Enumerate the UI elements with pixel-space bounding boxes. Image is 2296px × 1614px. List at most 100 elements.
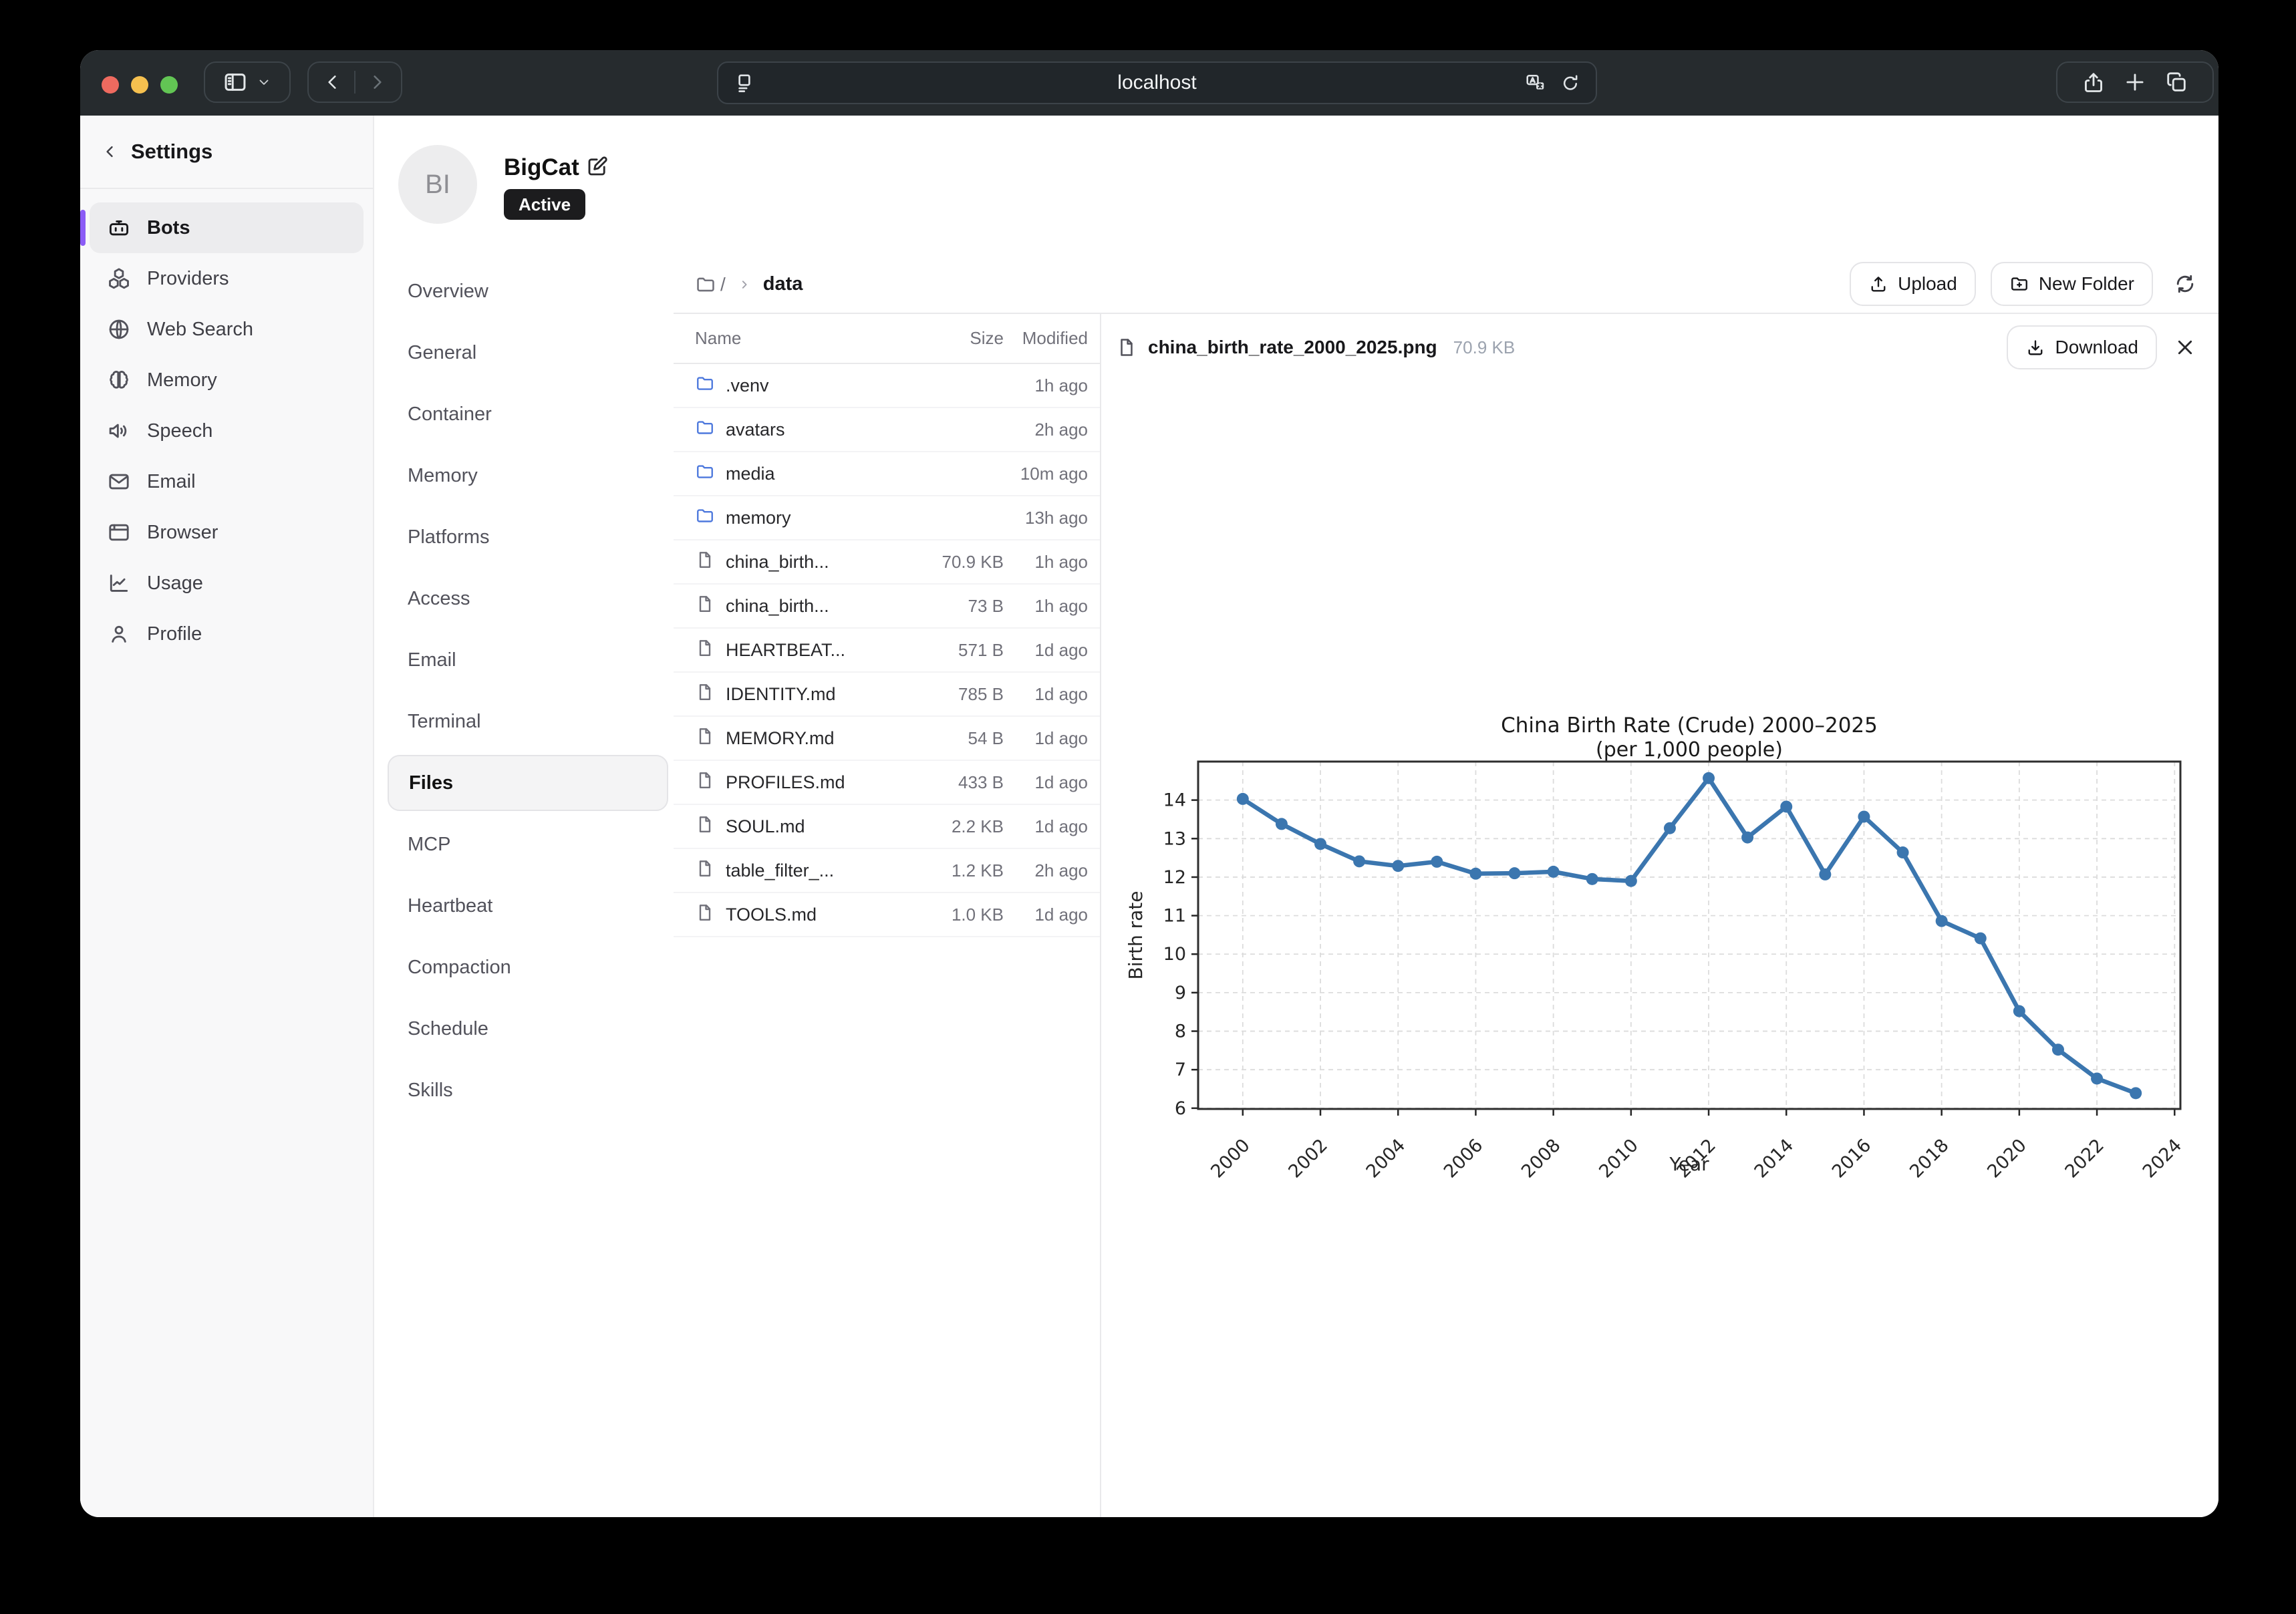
x-tick-label: 2020 (1983, 1135, 2031, 1182)
data-point (1431, 855, 1443, 868)
nav-item-files[interactable]: Files (388, 755, 668, 811)
sidebar-toggle-icon[interactable] (223, 69, 248, 95)
minimize-window-button[interactable] (131, 76, 148, 94)
sidebar-item-label: Bots (147, 216, 190, 238)
sidebar-item-memory[interactable]: Memory (90, 355, 364, 406)
sidebar-item-speech[interactable]: Speech (90, 406, 364, 456)
sidebar-item-list: Bots Providers Web Search Memory Speech Email… (80, 189, 373, 659)
file-name: HEARTBEAT... (726, 639, 846, 660)
sidebar-item-bots[interactable]: Bots (80, 202, 364, 253)
active-accent-bar (80, 210, 86, 246)
share-icon[interactable] (2082, 70, 2106, 94)
table-row[interactable]: memory 13h ago (674, 496, 1100, 540)
address-bar[interactable]: localhost (717, 61, 1597, 104)
refresh-icon[interactable] (2173, 272, 2197, 296)
new-folder-button[interactable]: New Folder (1990, 262, 2153, 306)
sidebar-item-label: Memory (147, 369, 217, 391)
file-name: MEMORY.md (726, 728, 835, 748)
nav-item-mcp[interactable]: MCP (388, 814, 668, 875)
speaker-icon (107, 419, 131, 443)
column-name[interactable]: Name (695, 328, 742, 348)
column-size[interactable]: Size (970, 328, 1004, 348)
table-row[interactable]: MEMORY.md 54 B 1d ago (674, 717, 1100, 761)
sidebar-item-providers[interactable]: Providers (90, 253, 364, 304)
sidebar-item-usage[interactable]: Usage (90, 558, 364, 609)
breadcrumb-current[interactable]: data (762, 273, 803, 295)
sidebar-item-profile[interactable]: Profile (90, 609, 364, 659)
upload-button-label: Upload (1898, 273, 1957, 294)
back-icon[interactable] (322, 71, 343, 93)
data-point (1780, 800, 1793, 813)
person-icon (107, 622, 131, 646)
folder-plus-icon (2009, 274, 2029, 294)
sidebar-item-web-search[interactable]: Web Search (90, 304, 364, 355)
table-row[interactable]: TOOLS.md 1.0 KB 1d ago (674, 893, 1100, 937)
zoom-window-button[interactable] (160, 76, 178, 94)
sidebar-item-browser[interactable]: Browser (90, 507, 364, 558)
document-icon (695, 682, 715, 707)
reader-icon[interactable] (733, 72, 756, 95)
browser-titlebar: localhost (80, 50, 2218, 116)
upload-icon (1868, 274, 1888, 294)
forward-icon[interactable] (366, 71, 388, 93)
nav-item-label: MCP (408, 833, 451, 855)
table-row[interactable]: media 10m ago (674, 452, 1100, 496)
folder-icon (695, 462, 715, 486)
x-tick-label: 2004 (1362, 1135, 1410, 1182)
table-row[interactable]: PROFILES.md 433 B 1d ago (674, 761, 1100, 805)
sidebar-item-email[interactable]: Email (90, 456, 364, 507)
breadcrumb: / data (695, 256, 803, 313)
sidebar-item-label: Providers (147, 267, 229, 289)
table-row[interactable]: HEARTBEAT... 571 B 1d ago (674, 629, 1100, 673)
close-icon[interactable] (2173, 335, 2197, 359)
nav-item-overview[interactable]: Overview (388, 261, 668, 322)
breadcrumb-root[interactable]: / (695, 274, 726, 295)
file-size: 785 B (958, 683, 1004, 704)
nav-item-general[interactable]: General (388, 322, 668, 383)
chevron-down-icon[interactable] (256, 74, 272, 90)
translate-icon[interactable] (1525, 73, 1546, 94)
file-modified: 1d ago (1034, 772, 1088, 792)
table-row[interactable]: SOUL.md 2.2 KB 1d ago (674, 805, 1100, 849)
download-button[interactable]: Download (2007, 325, 2157, 369)
tabs-overview-icon[interactable] (2164, 70, 2188, 94)
y-tick-label: 6 (1175, 1098, 1186, 1119)
avatar: BI (398, 145, 477, 224)
plot-frame (1197, 760, 2182, 1110)
file-modified: 1d ago (1034, 816, 1088, 836)
nav-item-terminal[interactable]: Terminal (388, 691, 668, 752)
nav-item-skills[interactable]: Skills (388, 1060, 668, 1121)
folder-icon (695, 373, 715, 398)
download-icon (2025, 337, 2045, 357)
table-row[interactable]: IDENTITY.md 785 B 1d ago (674, 673, 1100, 717)
nav-item-access[interactable]: Access (388, 568, 668, 629)
nav-item-heartbeat[interactable]: Heartbeat (388, 875, 668, 937)
nav-item-label: Memory (408, 464, 478, 486)
blocks-icon (107, 267, 131, 291)
nav-item-container[interactable]: Container (388, 383, 668, 445)
table-row[interactable]: avatars 2h ago (674, 408, 1100, 452)
status-badge: Active (504, 189, 586, 220)
new-tab-icon[interactable] (2123, 70, 2147, 94)
table-row[interactable]: china_birth... 73 B 1h ago (674, 585, 1100, 629)
window-actions-group (2056, 61, 2214, 103)
nav-item-platforms[interactable]: Platforms (388, 506, 668, 568)
back-chevron-icon[interactable] (100, 142, 120, 162)
table-row[interactable]: china_birth... 70.9 KB 1h ago (674, 540, 1100, 585)
table-header: Name Size Modified (674, 314, 1100, 364)
table-row[interactable]: table_filter_... 1.2 KB 2h ago (674, 849, 1100, 893)
nav-item-schedule[interactable]: Schedule (388, 998, 668, 1060)
nav-item-memory[interactable]: Memory (388, 445, 668, 506)
nav-item-compaction[interactable]: Compaction (388, 937, 668, 998)
reload-icon[interactable] (1560, 73, 1581, 94)
data-point (1469, 867, 1482, 880)
sidebar-toggle-group[interactable] (204, 61, 291, 103)
upload-button[interactable]: Upload (1850, 262, 1976, 306)
nav-item-email[interactable]: Email (388, 629, 668, 691)
edit-icon[interactable] (585, 154, 609, 178)
table-row[interactable]: .venv 1h ago (674, 364, 1100, 408)
url-text[interactable]: localhost (1117, 71, 1197, 94)
data-point (2091, 1072, 2104, 1085)
column-modified[interactable]: Modified (1022, 328, 1088, 348)
close-window-button[interactable] (102, 76, 119, 94)
